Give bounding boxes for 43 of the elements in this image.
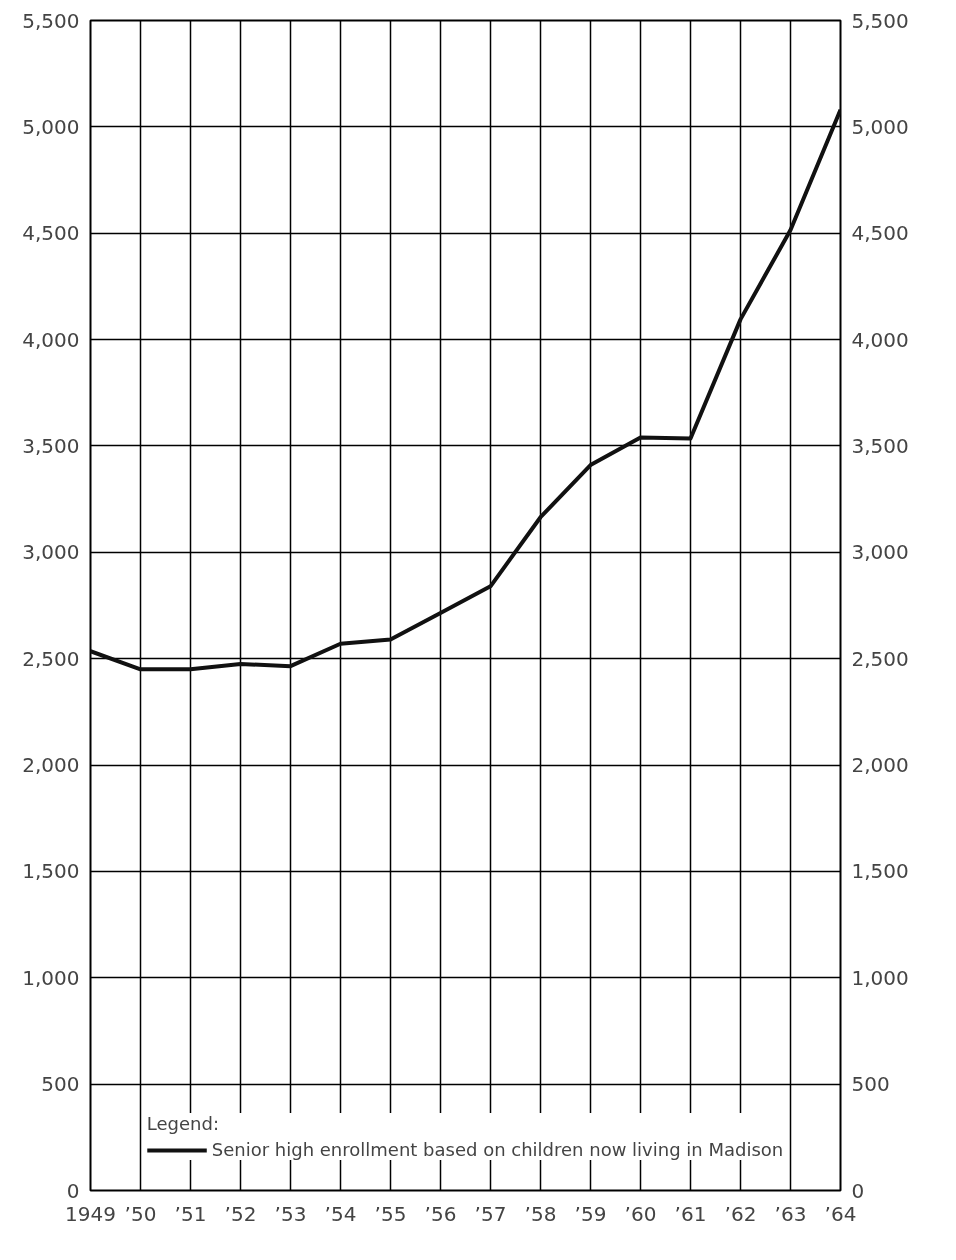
y2-tick-label: 5,500: [851, 8, 909, 33]
x-tick-label: ’63: [774, 1201, 807, 1226]
line-series: [90, 107, 841, 672]
x-tick-label: ’58: [524, 1201, 557, 1226]
y2-tick-label: 1,500: [851, 859, 909, 884]
x-tick-label: ’55: [374, 1201, 407, 1226]
y2-tick-label: 500: [851, 1072, 890, 1097]
y-tick-label: 1,500: [22, 859, 80, 884]
y2-tick-label: 2,000: [851, 753, 909, 778]
y2-tick-label: 4,500: [851, 221, 909, 246]
x-tick-label: ’64: [824, 1201, 857, 1226]
x-tick-label: ’51: [174, 1201, 207, 1226]
y2-tick-label: 2,500: [851, 646, 909, 671]
x-tick-label: ’62: [724, 1201, 757, 1226]
y-tick-label: 5,000: [22, 114, 80, 139]
x-tick-label: ’50: [124, 1201, 157, 1226]
x-tick-label: ’61: [674, 1201, 707, 1226]
y-tick-label: 500: [41, 1072, 80, 1097]
y2-tick-label: 4,000: [851, 327, 909, 352]
x-tick-label: ’56: [424, 1201, 457, 1226]
y2-tick-label: 0: [851, 1178, 865, 1203]
y-tick-label: 2,000: [22, 753, 80, 778]
x-tick-label: ’52: [224, 1201, 257, 1226]
y-tick-label: 3,000: [22, 540, 80, 565]
x-tick-label: 1949: [65, 1201, 116, 1226]
x-tick-label: ’53: [274, 1201, 307, 1226]
y-tick-label: 3,500: [22, 433, 80, 458]
y-tick-label: 1,000: [22, 965, 80, 990]
x-tick-label: ’59: [574, 1201, 607, 1226]
y2-tick-label: 5,000: [851, 114, 909, 139]
y-tick-label: 2,500: [22, 646, 80, 671]
y2-tick-label: 3,500: [851, 433, 909, 458]
y2-tick-label: 1,000: [851, 965, 909, 990]
x-tick-label: ’54: [324, 1201, 357, 1226]
y-tick-label: 4,000: [22, 327, 80, 352]
x-tick-label: ’60: [624, 1201, 657, 1226]
y-tick-label: 0: [66, 1178, 80, 1203]
legend-label: Senior high enrollment based on children now living in Madison: [211, 1139, 784, 1160]
legend-title: Legend:: [146, 1113, 220, 1134]
y-tick-label: 5,500: [22, 8, 80, 33]
x-tick-label: ’57: [474, 1201, 507, 1226]
y2-tick-label: 3,000: [851, 540, 909, 565]
y-tick-label: 4,500: [22, 221, 80, 246]
